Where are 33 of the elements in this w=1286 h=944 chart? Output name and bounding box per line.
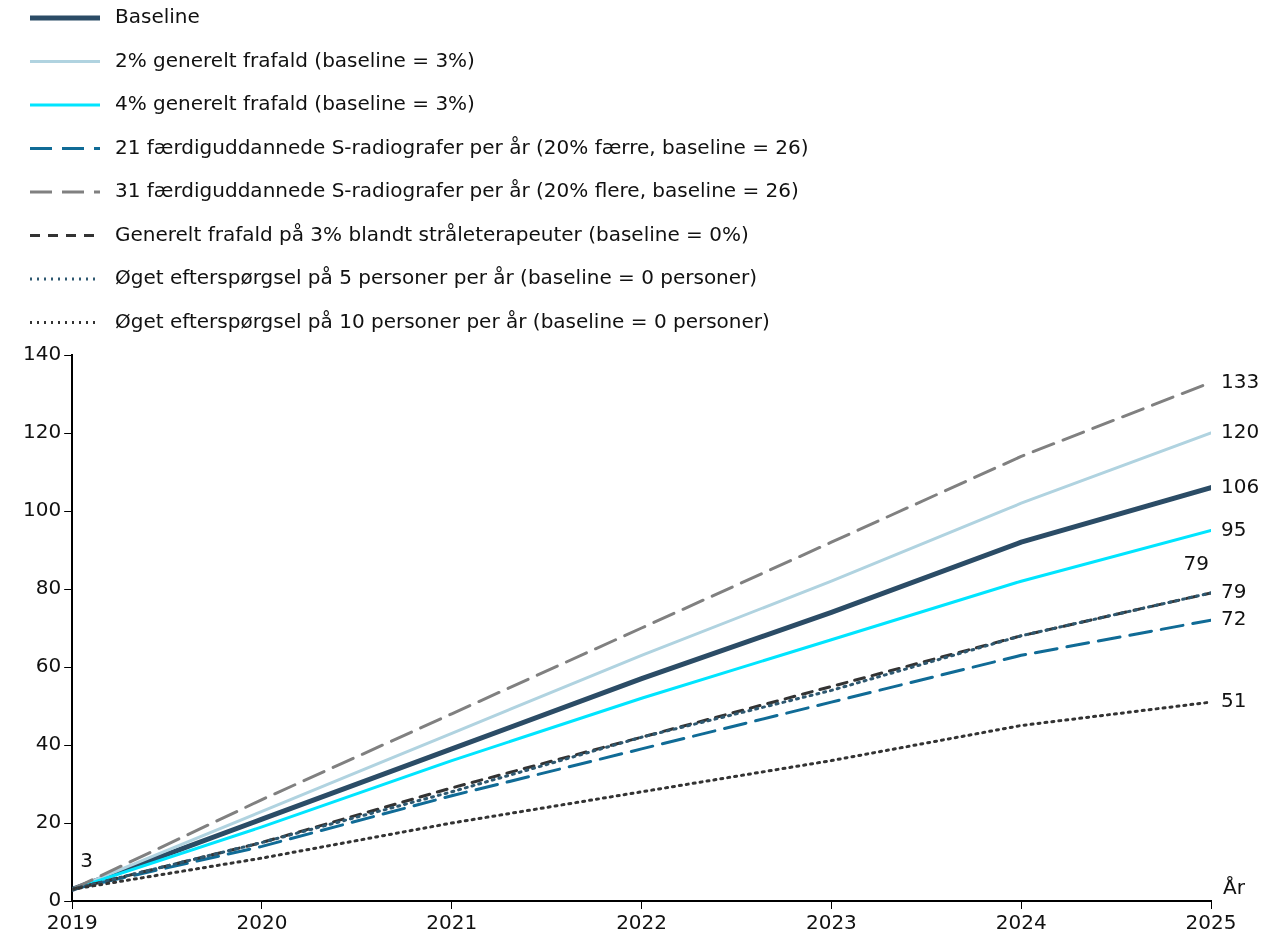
data-label: 72 [1221, 606, 1247, 631]
y-tick-label: 80 [35, 575, 62, 600]
y-tick-label: 100 [22, 497, 62, 522]
x-tick-label: 2023 [805, 910, 857, 935]
x-tick-label: 2024 [995, 910, 1047, 935]
x-tick-label: 2021 [426, 910, 478, 935]
data-label: 51 [1221, 688, 1247, 713]
x-tick-label: 2025 [1185, 910, 1237, 935]
data-label: 95 [1221, 516, 1247, 541]
legend-label: 31 færdiguddannede S-radiografer per år (20% flere, baseline = 26) [115, 178, 799, 203]
y-tick-label: 20 [35, 809, 62, 834]
y-tick-label: 40 [35, 731, 62, 756]
legend-label: 21 færdiguddannede S-radiografer per år (20% færre, baseline = 26) [115, 134, 809, 159]
data-label: 79 [1183, 551, 1209, 576]
y-tick-label: 0 [48, 887, 62, 912]
legend-label: Generelt frafald på 3% blandt stråleterapeuter (baseline = 0%) [115, 221, 749, 246]
data-label: 79 [1221, 579, 1247, 604]
data-label: 3 [80, 847, 93, 872]
data-label: 106 [1221, 473, 1260, 498]
y-tick-label: 140 [22, 341, 62, 366]
legend-label: 2% generelt frafald (baseline = 3%) [115, 47, 475, 72]
data-label: 133 [1221, 368, 1260, 393]
legend-label: Øget efterspørgsel på 10 personer per år (baseline = 0 personer) [115, 308, 770, 333]
y-tick-label: 120 [22, 419, 62, 444]
data-label: 120 [1221, 419, 1260, 444]
legend-label: Øget efterspørgsel på 5 personer per år (baseline = 0 personer) [115, 265, 758, 290]
x-axis-title: År [1223, 875, 1246, 900]
legend-label: 4% generelt frafald (baseline = 3%) [115, 91, 475, 116]
legend-label: Baseline [115, 4, 200, 29]
x-tick-label: 2020 [236, 910, 288, 935]
x-tick-label: 2022 [616, 910, 668, 935]
x-tick-label: 2019 [46, 910, 98, 935]
y-tick-label: 60 [35, 653, 62, 678]
